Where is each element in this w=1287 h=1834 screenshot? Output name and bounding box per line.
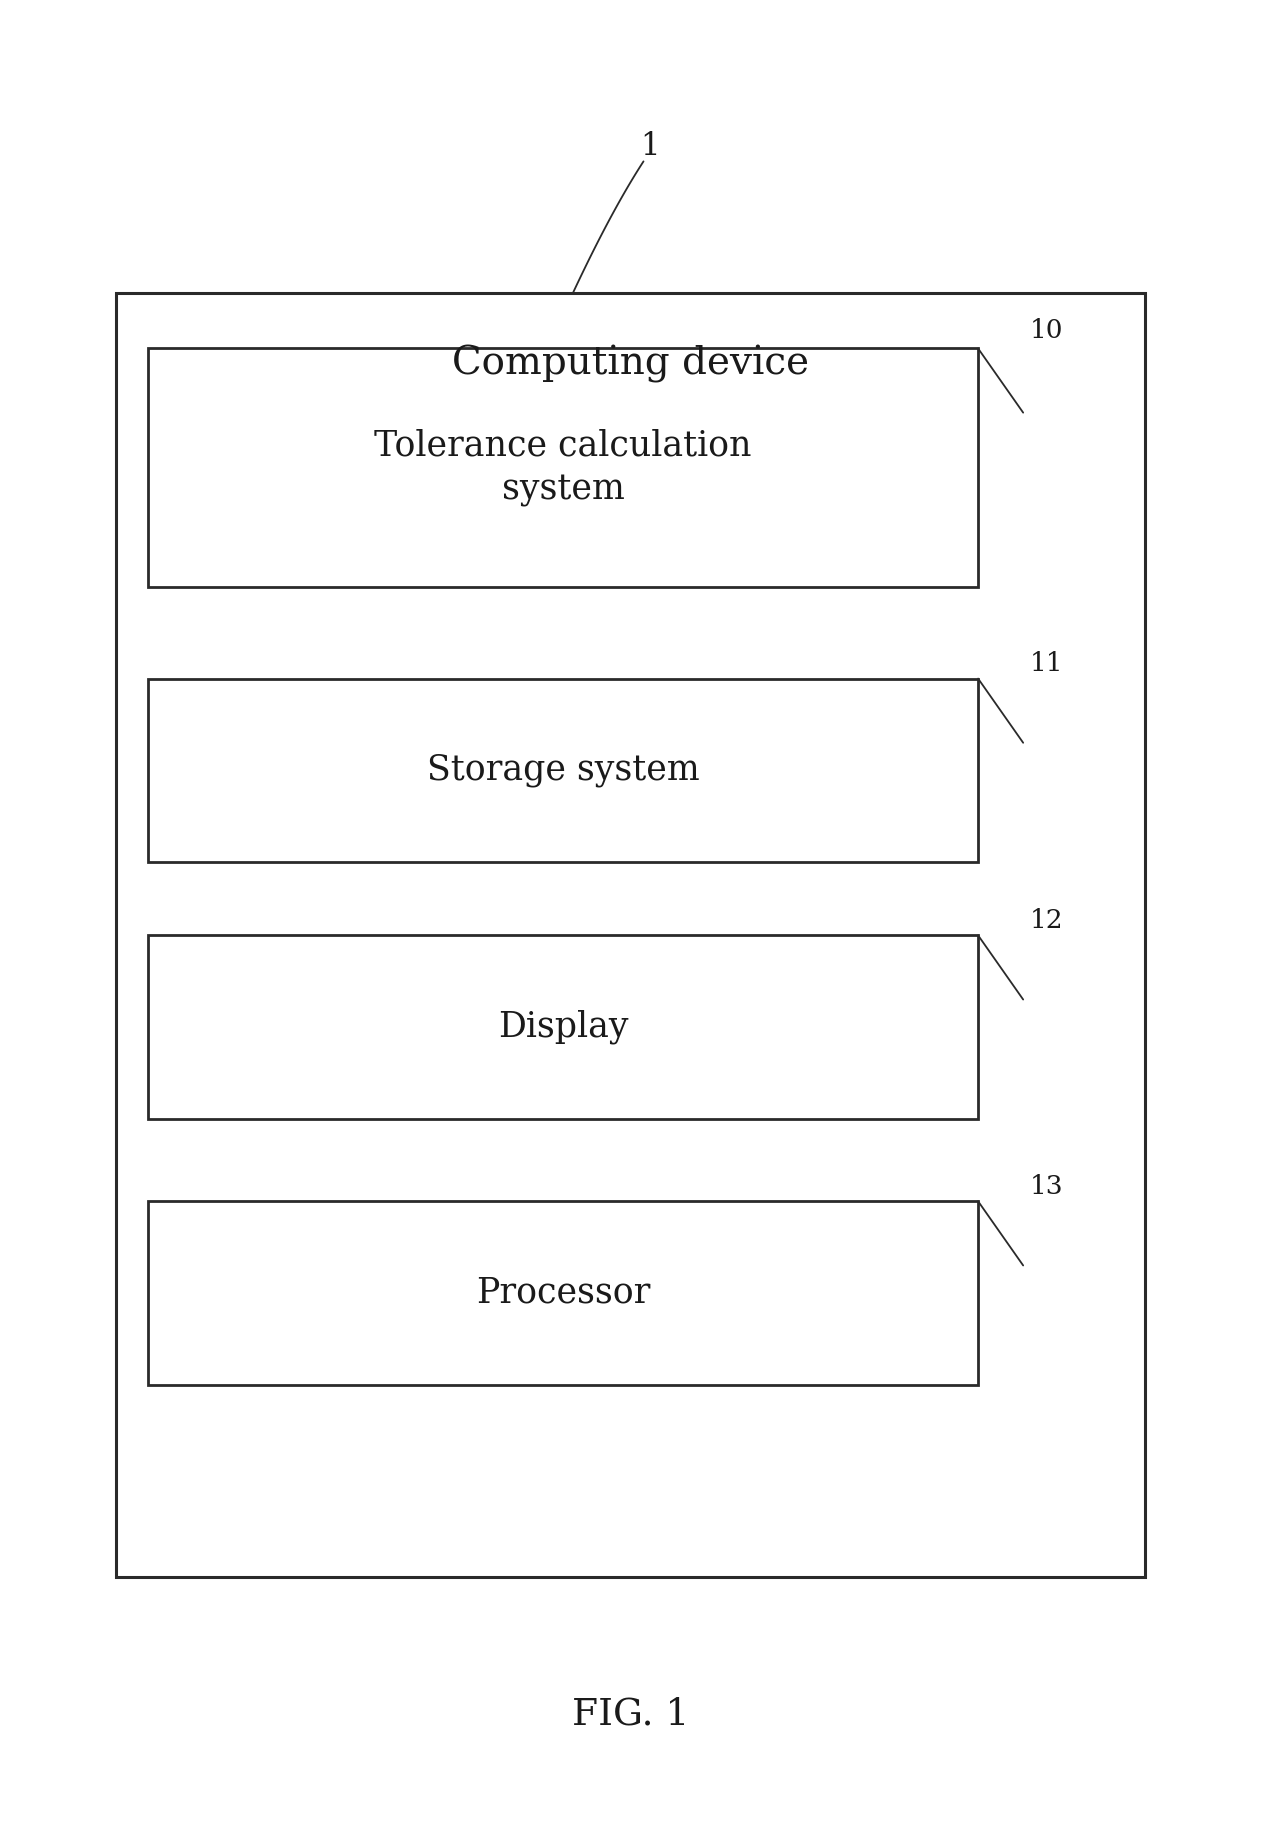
Text: Tolerance calculation
system: Tolerance calculation system: [375, 427, 752, 508]
Text: Storage system: Storage system: [427, 754, 699, 787]
Bar: [148, 1201, 978, 1385]
Text: 12: 12: [1030, 908, 1063, 934]
Text: 13: 13: [1030, 1174, 1063, 1199]
Text: Processor: Processor: [476, 1276, 650, 1309]
Text: FIG. 1: FIG. 1: [571, 1696, 690, 1733]
Text: 1: 1: [640, 132, 660, 161]
Text: 11: 11: [1030, 651, 1063, 677]
Text: Display: Display: [498, 1011, 628, 1044]
Text: 10: 10: [1030, 317, 1063, 343]
Text: Computing device: Computing device: [452, 345, 810, 383]
Bar: [148, 935, 978, 1119]
Bar: [148, 348, 978, 587]
Bar: [116, 293, 1145, 1577]
Bar: [148, 679, 978, 862]
